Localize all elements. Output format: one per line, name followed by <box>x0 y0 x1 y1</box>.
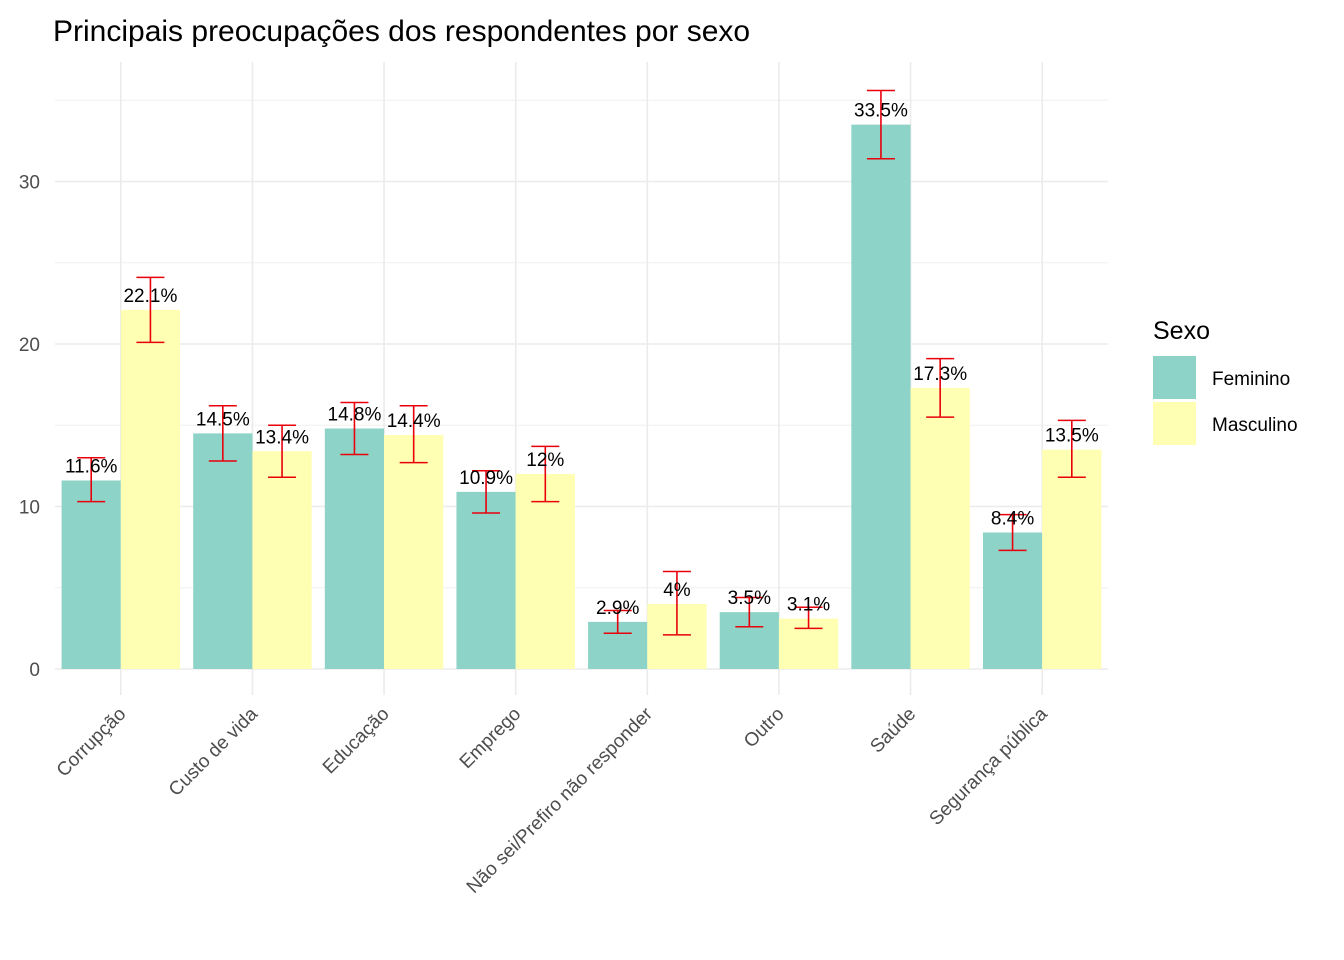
data-label: 14.4% <box>387 411 441 432</box>
bar-masculino <box>1042 449 1102 669</box>
y-tick-label: 20 <box>19 335 40 356</box>
bar-masculino <box>384 435 444 669</box>
bars <box>61 124 1102 669</box>
data-label: 3.1% <box>787 595 830 616</box>
data-label: 22.1% <box>123 286 177 307</box>
y-axis-ticks: 0 10 20 30 <box>19 173 40 682</box>
bar-feminino <box>61 480 121 669</box>
data-labels: 11.6% 14.5% 14.8% 10.9% 2.9% 3.5% 33.5% 8.4% 22.… <box>65 101 1099 619</box>
legend-key-masculino <box>1153 402 1196 445</box>
data-label: 2.9% <box>596 598 639 619</box>
bar-feminino <box>456 491 516 669</box>
data-label: 14.5% <box>196 409 250 430</box>
bar-feminino <box>324 428 385 669</box>
data-label: 17.3% <box>913 364 967 385</box>
data-label: 13.5% <box>1045 426 1099 447</box>
error-bars <box>77 89 1086 636</box>
data-label: 8.4% <box>991 509 1034 530</box>
legend-key-feminino <box>1153 356 1196 399</box>
data-label: 10.9% <box>459 468 513 489</box>
legend-label: Masculino <box>1212 415 1298 436</box>
chart-title: Principais preocupações dos respondentes… <box>53 15 750 48</box>
bar-masculino <box>515 474 575 669</box>
data-label: 3.5% <box>728 588 771 609</box>
y-tick-label: 0 <box>29 660 40 681</box>
y-tick-label: 30 <box>19 173 40 194</box>
data-label: 12% <box>526 450 564 471</box>
bar-feminino <box>193 433 253 669</box>
bar-feminino <box>982 532 1043 669</box>
data-label: 4% <box>663 580 691 601</box>
y-tick-label: 10 <box>19 498 40 519</box>
legend-label: Feminino <box>1212 369 1290 390</box>
bar-masculino <box>252 451 312 669</box>
bar-feminino <box>851 124 911 669</box>
legend-title: Sexo <box>1153 317 1210 345</box>
data-label: 13.4% <box>255 427 309 448</box>
legend: Sexo Feminino Masculino <box>1153 317 1298 445</box>
data-label: 33.5% <box>854 101 908 122</box>
bar-masculino <box>120 309 181 669</box>
data-label: 14.8% <box>328 405 382 426</box>
data-label: 11.6% <box>65 457 118 478</box>
bar-masculino <box>910 387 970 669</box>
